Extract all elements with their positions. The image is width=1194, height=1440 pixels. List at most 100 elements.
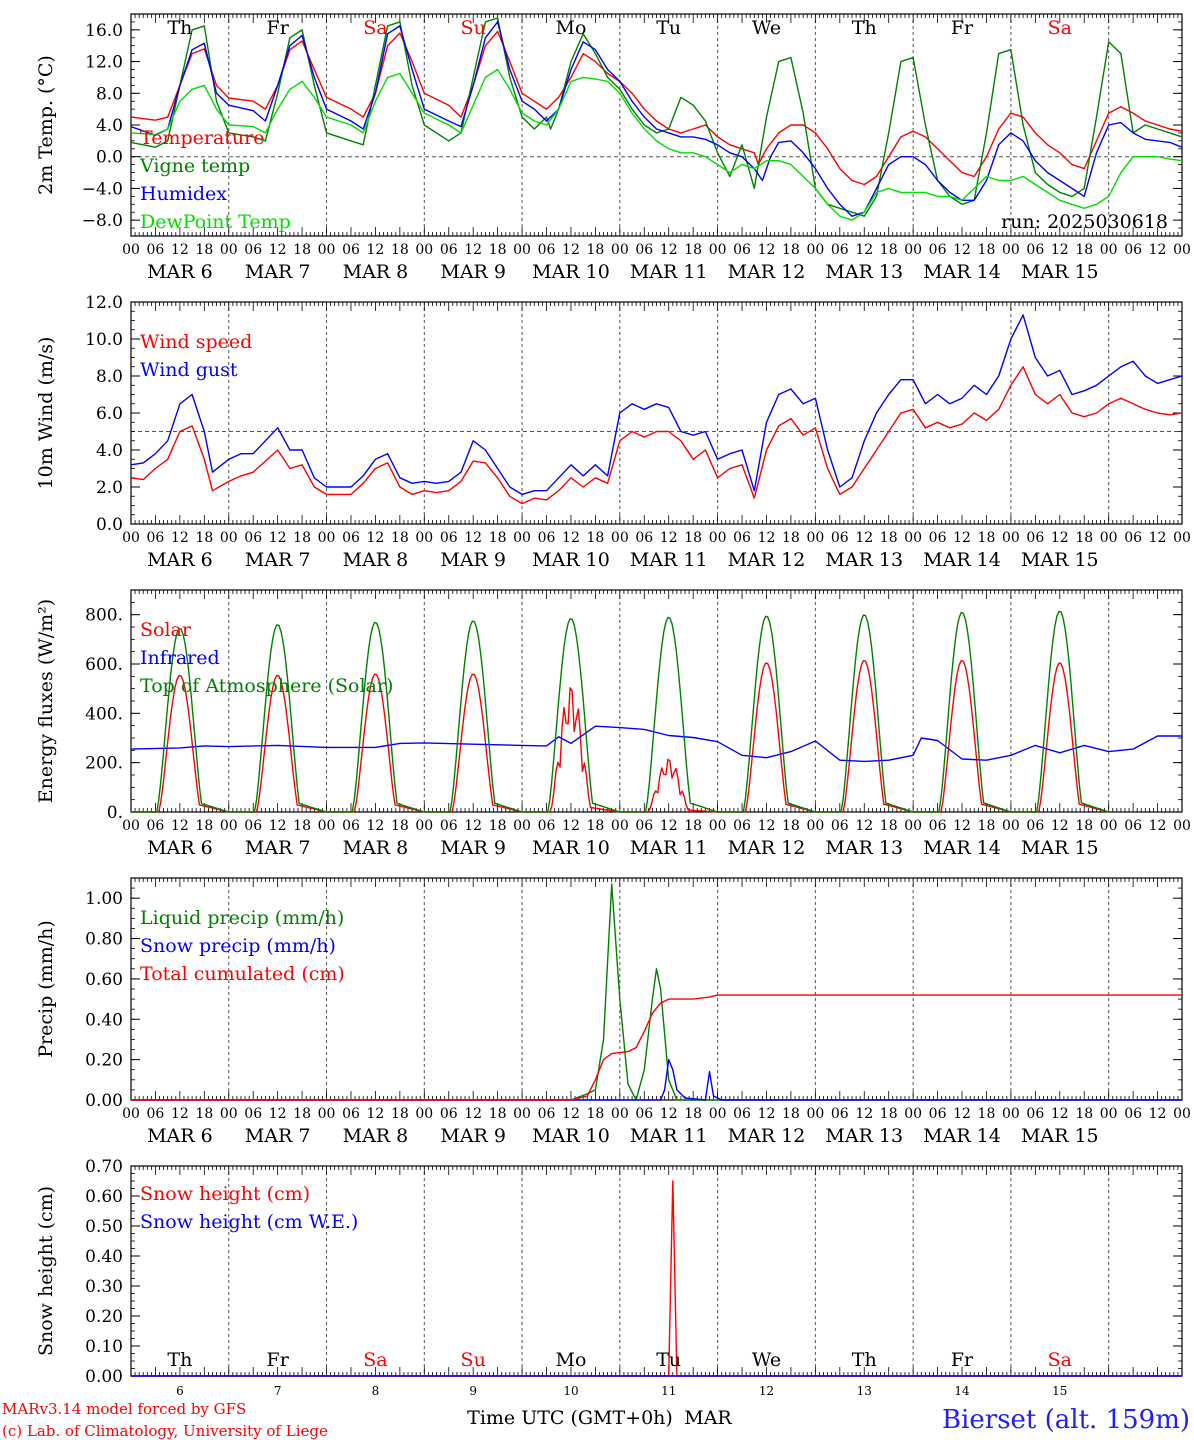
run-label: run: 2025030618 bbox=[1001, 211, 1168, 233]
x-axis-title: Time UTC (GMT+0h) bbox=[467, 1407, 673, 1429]
x-hour-tick-label: 00 bbox=[1100, 242, 1118, 258]
x-hour-tick-label: 12 bbox=[660, 818, 678, 834]
legend-entry: Infrared bbox=[140, 647, 220, 669]
x-hour-tick-label: 00 bbox=[1173, 1106, 1191, 1122]
x-hour-tick-label: 00 bbox=[709, 530, 727, 546]
x-hour-tick-label: 12 bbox=[758, 818, 776, 834]
x-hour-tick-label: 06 bbox=[244, 818, 262, 834]
x-hour-tick-label: 06 bbox=[342, 242, 360, 258]
x-day-number: 14 bbox=[954, 1384, 970, 1398]
weekday-label: We bbox=[752, 1349, 781, 1371]
y-tick-label: 8.0 bbox=[96, 367, 123, 387]
x-hour-tick-label: 18 bbox=[978, 530, 996, 546]
series-line-top-of-atmosphere-solar- bbox=[131, 610, 1109, 813]
x-hour-tick-label: 06 bbox=[733, 530, 751, 546]
x-date-label: MAR 7 bbox=[245, 837, 311, 859]
x-hour-tick-label: 12 bbox=[953, 818, 971, 834]
y-tick-label: 0.0 bbox=[96, 515, 123, 535]
x-date-label: MAR 13 bbox=[825, 1125, 903, 1147]
weekday-label: Mo bbox=[556, 17, 587, 39]
x-hour-tick-label: 12 bbox=[562, 818, 580, 834]
x-hour-tick-label: 00 bbox=[806, 1106, 824, 1122]
x-hour-tick-label: 06 bbox=[342, 818, 360, 834]
x-hour-tick-label: 18 bbox=[391, 530, 409, 546]
x-hour-tick-label: 00 bbox=[904, 242, 922, 258]
legend-entry: Wind speed bbox=[140, 331, 252, 353]
x-date-label: MAR 15 bbox=[1021, 1125, 1099, 1147]
x-hour-tick-label: 12 bbox=[1149, 242, 1167, 258]
y-tick-label: 0.10 bbox=[85, 1337, 123, 1357]
x-hour-tick-label: 12 bbox=[758, 1106, 776, 1122]
y-tick-label: 0.00 bbox=[85, 1091, 123, 1111]
weekday-label: Sa bbox=[363, 17, 387, 39]
x-date-label: MAR 12 bbox=[728, 837, 806, 859]
plot-frame bbox=[130, 13, 1183, 237]
x-date-label: MAR 8 bbox=[343, 837, 409, 859]
x-hour-tick-label: 06 bbox=[147, 1106, 165, 1122]
x-hour-tick-label: 18 bbox=[684, 1106, 702, 1122]
chart-panel-3: 800. 600. 400. 200. 0. Energy fluxes (W/m²) So… bbox=[35, 589, 1191, 859]
x-hour-tick-label: 12 bbox=[953, 530, 971, 546]
x-hour-tick-label: 18 bbox=[880, 530, 898, 546]
x-hour-tick-label: 18 bbox=[978, 818, 996, 834]
y-tick-label: 0.60 bbox=[85, 970, 123, 990]
x-hour-tick-label: 00 bbox=[318, 530, 336, 546]
x-hour-tick-label: 06 bbox=[440, 1106, 458, 1122]
x-date-label: MAR 14 bbox=[923, 837, 1001, 859]
x-hour-tick-label: 00 bbox=[122, 242, 140, 258]
x-hour-tick-label: 06 bbox=[929, 1106, 947, 1122]
legend-entry: Vigne temp bbox=[139, 155, 250, 177]
y-tick-label: 6.0 bbox=[96, 404, 123, 424]
y-tick-label: 0.30 bbox=[85, 1277, 123, 1297]
x-date-label: MAR 9 bbox=[440, 549, 506, 571]
series-line-temperature bbox=[130, 30, 1183, 186]
x-hour-tick-label: 00 bbox=[415, 818, 433, 834]
x-hour-tick-label: 00 bbox=[513, 242, 531, 258]
x-hour-tick-label: 12 bbox=[464, 1106, 482, 1122]
x-hour-tick-label: 00 bbox=[122, 530, 140, 546]
legend-entry: Wind gust bbox=[140, 359, 238, 381]
x-date-label: MAR 11 bbox=[630, 1125, 708, 1147]
x-hour-tick-label: 00 bbox=[513, 818, 531, 834]
x-hour-tick-label: 18 bbox=[489, 1106, 507, 1122]
x-hour-tick-label: 18 bbox=[293, 818, 311, 834]
series-line-dewpoint-temp bbox=[130, 68, 1183, 221]
x-hour-tick-label: 06 bbox=[831, 818, 849, 834]
x-hour-tick-label: 00 bbox=[122, 818, 140, 834]
x-hour-tick-label: 18 bbox=[1075, 242, 1093, 258]
weekday-label: Th bbox=[167, 1349, 192, 1371]
legend-entry: DewPoint Temp bbox=[140, 211, 291, 233]
legend-entry: Solar bbox=[140, 619, 192, 641]
x-day-number: 8 bbox=[372, 1384, 380, 1398]
x-hour-tick-label: 12 bbox=[855, 1106, 873, 1122]
series-line-total-cumulated-cm- bbox=[131, 994, 1182, 1101]
x-hour-tick-label: 18 bbox=[782, 530, 800, 546]
x-hour-tick-label: 00 bbox=[1002, 818, 1020, 834]
x-hour-tick-label: 06 bbox=[1124, 818, 1142, 834]
x-hour-tick-label: 18 bbox=[391, 242, 409, 258]
y-tick-label: 10.0 bbox=[85, 330, 123, 350]
x-date-label: MAR 14 bbox=[923, 549, 1001, 571]
legend-entry: Snow precip (mm/h) bbox=[140, 935, 336, 957]
x-day-number: 11 bbox=[661, 1384, 676, 1398]
x-hour-tick-label: 00 bbox=[1002, 1106, 1020, 1122]
y-tick-label: 0. bbox=[107, 803, 123, 823]
x-hour-tick-label: 06 bbox=[635, 242, 653, 258]
weekday-label: Tu bbox=[656, 17, 681, 39]
x-hour-tick-label: 12 bbox=[660, 1106, 678, 1122]
x-hour-tick-label: 06 bbox=[1026, 1106, 1044, 1122]
x-hour-tick-label: 00 bbox=[318, 818, 336, 834]
weekday-label: Th bbox=[852, 1349, 877, 1371]
legend-entry: Humidex bbox=[140, 183, 227, 205]
x-date-label: MAR 12 bbox=[728, 549, 806, 571]
weekday-label: Sa bbox=[1048, 1349, 1072, 1371]
y-tick-label: 12.0 bbox=[85, 53, 123, 73]
y-tick-label: 600. bbox=[85, 655, 123, 675]
x-hour-tick-label: 18 bbox=[586, 530, 604, 546]
x-date-label: MAR 7 bbox=[245, 261, 311, 283]
y-tick-label: 800. bbox=[85, 606, 123, 626]
x-hour-tick-label: 00 bbox=[611, 242, 629, 258]
x-date-label: MAR 15 bbox=[1021, 549, 1099, 571]
legend-entry: Liquid precip (mm/h) bbox=[140, 907, 344, 929]
x-hour-tick-label: 12 bbox=[367, 530, 385, 546]
